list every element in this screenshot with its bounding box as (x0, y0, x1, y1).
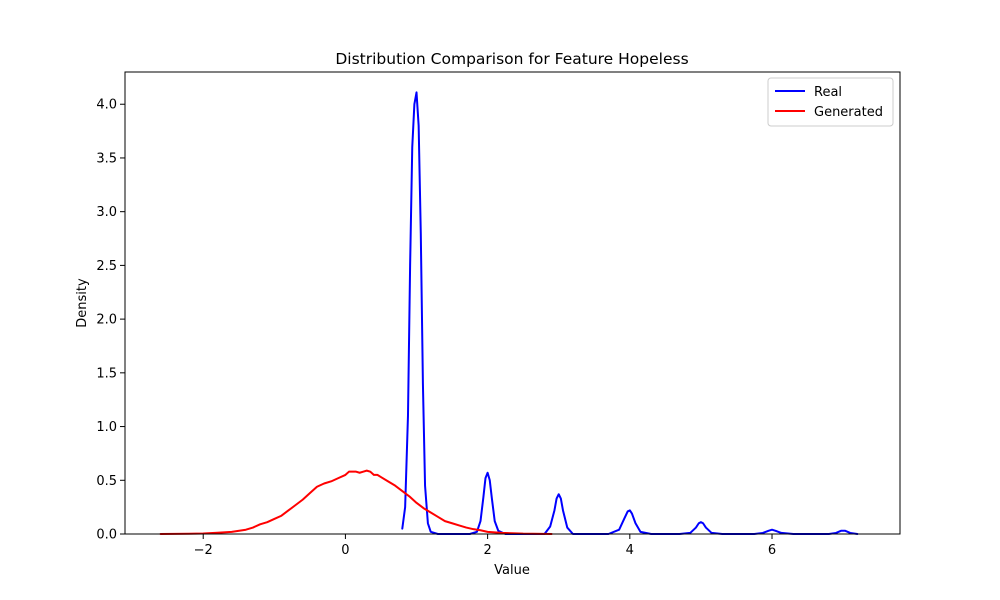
y-tick-label: 0.5 (96, 474, 117, 489)
x-tick-label: 2 (483, 543, 491, 558)
plot-area (159, 91, 859, 535)
x-axis-title: Value (494, 563, 530, 578)
legend-label-real: Real (814, 85, 842, 100)
x-tick-label: 6 (768, 543, 776, 558)
y-tick-label: 3.0 (96, 205, 117, 220)
series-line-real (401, 91, 859, 535)
y-tick-label: 2.5 (96, 259, 117, 274)
y-tick-label: 4.0 (96, 98, 117, 113)
y-tick-label: 2.0 (96, 313, 117, 328)
y-axis-title: Density (75, 278, 90, 328)
legend-label-generated: Generated (814, 105, 883, 120)
x-tick-label: 0 (341, 543, 349, 558)
y-tick-label: 1.5 (96, 366, 117, 381)
x-tick-label: −2 (194, 543, 213, 558)
x-tick-label: 4 (626, 543, 634, 558)
y-tick-label: 3.5 (96, 151, 117, 166)
legend: Real Generated (767, 77, 894, 127)
plot-frame (124, 71, 901, 535)
series-line-generated (159, 469, 553, 535)
y-tick-label: 1.0 (96, 420, 117, 435)
chart-title: Distribution Comparison for Feature Hope… (335, 50, 688, 68)
x-axis-ticks: −2 0 2 4 6 (194, 534, 776, 558)
y-axis-ticks: 0.0 0.5 1.0 1.5 2.0 2.5 3.0 3.5 4.0 (96, 98, 125, 543)
y-tick-label: 0.0 (96, 528, 117, 543)
